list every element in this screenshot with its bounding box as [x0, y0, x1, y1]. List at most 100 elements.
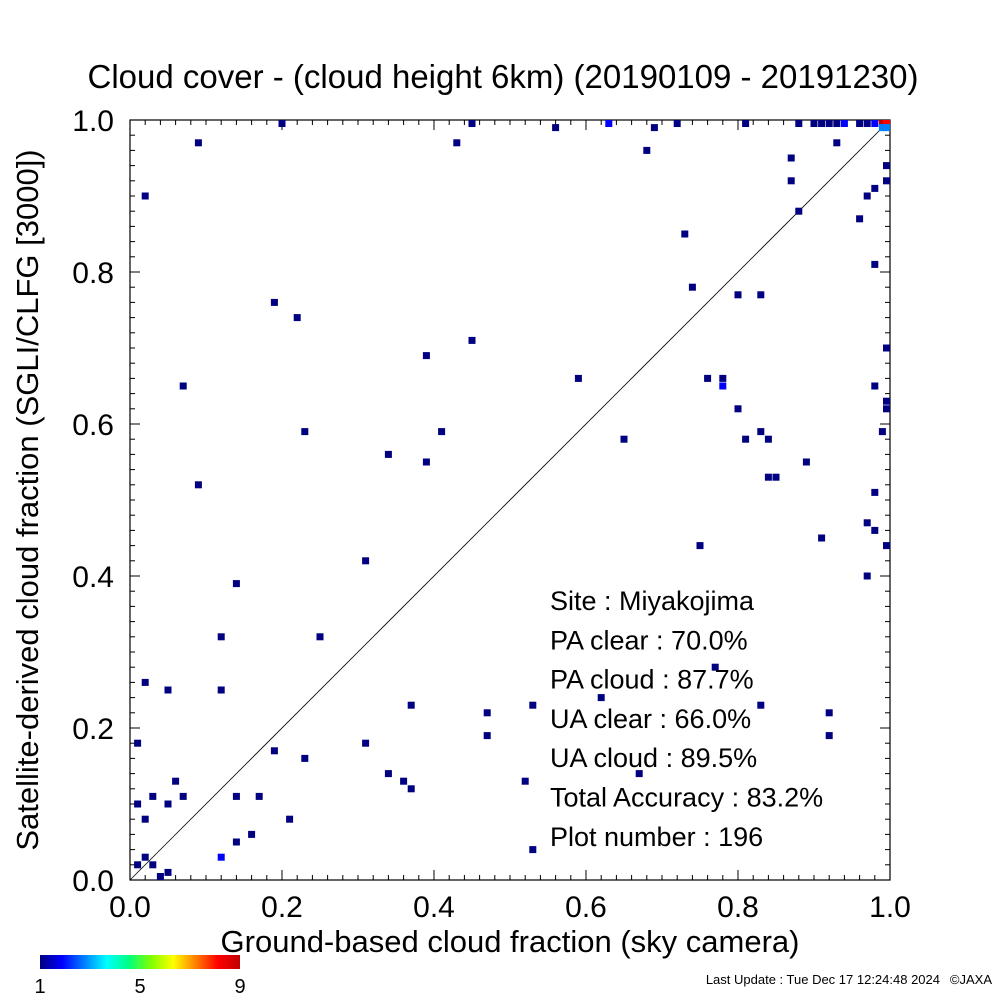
data-point [734, 291, 742, 299]
data-point [521, 777, 529, 785]
x-tick-label: 0.0 [109, 891, 151, 924]
data-point [856, 120, 864, 127]
data-point [719, 382, 727, 390]
data-point [156, 873, 164, 880]
stat-line: PA cloud : 87.7% [550, 665, 754, 695]
data-point [217, 853, 225, 861]
data-point [407, 785, 415, 793]
x-tick-label: 1.0 [869, 891, 911, 924]
y-tick-label: 0.6 [72, 409, 114, 442]
data-point [407, 701, 415, 709]
data-point [871, 526, 879, 534]
data-point [468, 336, 476, 344]
data-point [270, 298, 278, 306]
data-point [810, 120, 818, 127]
data-point [871, 260, 879, 268]
stat-line: Total Accuracy : 83.2% [550, 783, 823, 813]
data-point [643, 146, 651, 154]
data-point [719, 374, 727, 382]
data-point [650, 124, 658, 132]
stat-line: PA clear : 70.0% [550, 625, 748, 655]
plot-area [129, 119, 891, 881]
data-point [255, 792, 263, 800]
data-point [422, 352, 430, 360]
data-point [149, 861, 157, 869]
last-update-text: Last Update : Tue Dec 17 12:24:48 2024 [706, 972, 940, 987]
data-point [194, 481, 202, 489]
data-point [438, 428, 446, 436]
data-point [232, 792, 240, 800]
data-point [529, 701, 537, 709]
data-point [164, 686, 172, 694]
data-point [217, 686, 225, 694]
diagonal-line [129, 119, 891, 881]
data-point [597, 694, 605, 702]
data-point [883, 162, 890, 170]
data-point [217, 633, 225, 641]
data-point [688, 283, 696, 291]
data-point [863, 572, 871, 580]
data-point [422, 458, 430, 466]
data-point [141, 853, 149, 861]
data-point [840, 120, 848, 127]
data-point [605, 120, 613, 127]
data-point [878, 120, 886, 127]
colorbar-labels: 1 5 9 [34, 976, 245, 998]
data-point [293, 314, 301, 322]
data-point [825, 120, 833, 127]
data-point [833, 139, 841, 147]
data-point [232, 838, 240, 846]
data-point [863, 192, 871, 200]
x-tick-label: 0.2 [261, 891, 303, 924]
data-point [787, 177, 795, 185]
data-point [878, 124, 886, 132]
data-point [825, 732, 833, 740]
data-point [179, 792, 187, 800]
x-axis-title: Ground-based cloud fraction (sky camera) [221, 924, 800, 959]
data-point [863, 120, 871, 127]
stat-line: UA cloud : 89.5% [550, 743, 757, 773]
data-point [795, 120, 803, 127]
data-point [871, 120, 879, 127]
data-point [863, 519, 871, 527]
copyright-text: ©JAXA [950, 972, 992, 987]
data-point [757, 291, 765, 299]
data-point [384, 770, 392, 778]
data-point [742, 120, 750, 127]
data-point [270, 747, 278, 755]
data-point [711, 663, 719, 671]
data-point [871, 488, 879, 496]
data-point [818, 120, 826, 127]
stats-block: Site : Miyakojima PA clear : 70.0% PA clou… [550, 586, 823, 852]
data-point [179, 382, 187, 390]
data-point [232, 580, 240, 588]
data-point [764, 435, 772, 443]
data-point [883, 397, 890, 405]
data-point [635, 770, 643, 778]
colorbar-tick-label: 5 [134, 976, 145, 998]
data-point [742, 435, 750, 443]
data-point [696, 542, 704, 550]
x-tick-labels: 0.0 0.2 0.4 0.6 0.8 1.0 [109, 891, 911, 924]
data-point [483, 732, 491, 740]
x-tick-label: 0.4 [413, 891, 455, 924]
data-point [883, 405, 890, 413]
data-point [529, 846, 537, 854]
data-point [149, 792, 157, 800]
data-point [141, 192, 149, 200]
data-point [134, 739, 142, 747]
data-point [248, 830, 256, 838]
data-point [286, 815, 294, 823]
x-tick-label: 0.8 [717, 891, 759, 924]
data-point [757, 701, 765, 709]
data-point [362, 557, 370, 565]
x-tick-label: 0.6 [565, 891, 607, 924]
data-point [883, 542, 890, 550]
stat-line: Site : Miyakojima [550, 586, 755, 616]
data-point [301, 754, 309, 762]
colorbar-gradient [40, 955, 240, 969]
data-point [673, 120, 681, 127]
y-tick-label: 0.2 [72, 713, 114, 746]
data-point [764, 473, 772, 481]
